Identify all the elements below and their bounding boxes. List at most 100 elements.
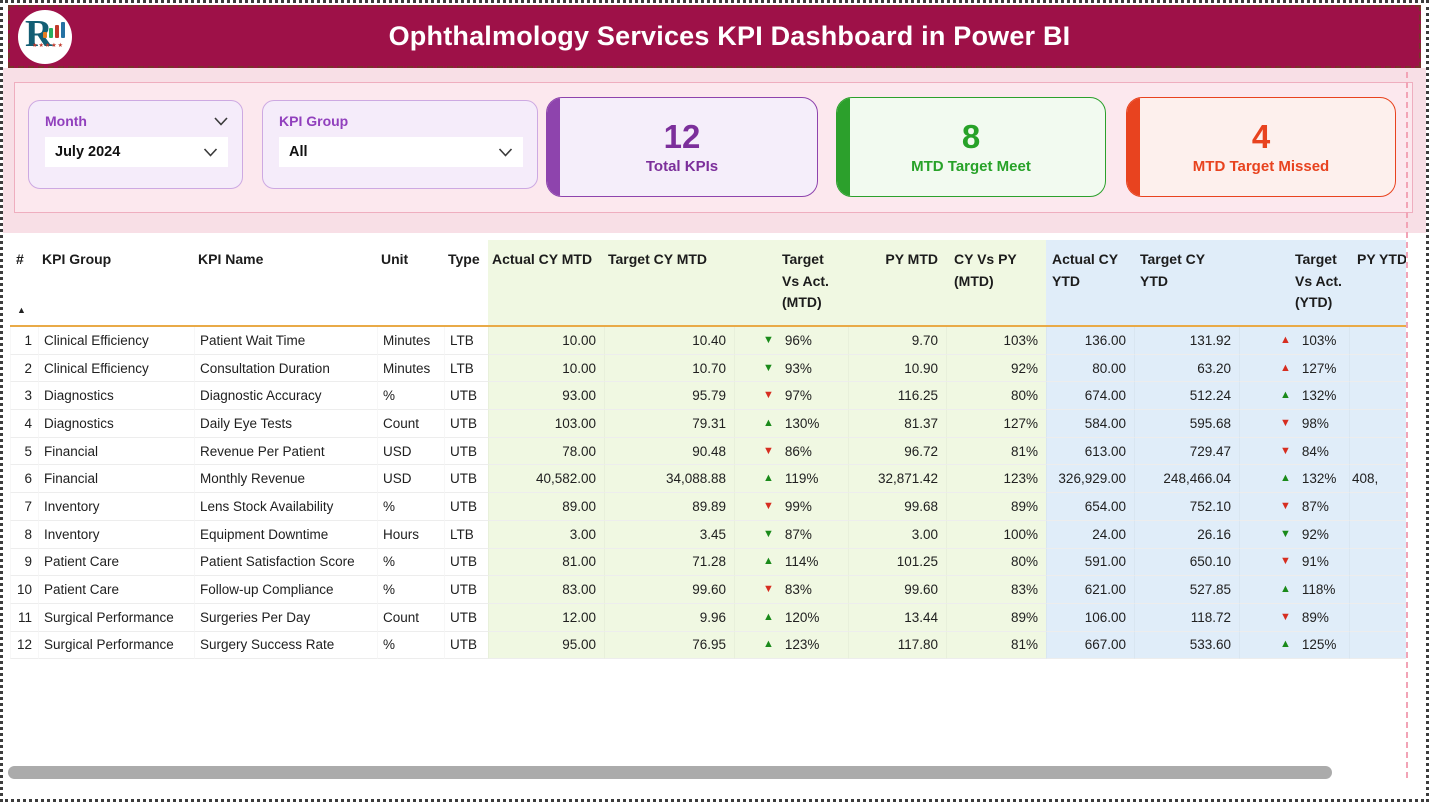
trend-arrow-icon: ▼ (763, 583, 774, 596)
bar-chart-icon (43, 21, 65, 38)
column-header-target-vs-act-ytd[interactable]: Target Vs Act. (YTD) (1239, 240, 1349, 327)
cell-target-vs-act-mtd: ▼ 83% (734, 576, 848, 604)
table-row[interactable]: 1 Clinical Efficiency Patient Wait Time … (10, 327, 1406, 355)
column-header-actual-cy-ytd[interactable]: Actual CY YTD (1046, 240, 1134, 327)
table-row[interactable]: 12 Surgical Performance Surgery Success … (10, 631, 1406, 660)
kpi-table-body: 1 Clinical Efficiency Patient Wait Time … (10, 327, 1406, 660)
card-accent-bar (1127, 98, 1140, 196)
cell-target-cy-mtd: 90.48 (604, 437, 734, 466)
cell-kpi-name: Consultation Duration (194, 354, 377, 383)
column-header-kpi-name[interactable]: KPI Name (194, 240, 377, 327)
cell-kpi-group: Clinical Efficiency (38, 327, 194, 355)
app-header: R ★★★★★ Ophthalmology Services KPI Dashb… (8, 5, 1421, 68)
cell-row-number: 5 (10, 437, 38, 466)
cell-target-vs-act-ytd-value: 118% (1301, 582, 1336, 598)
cell-target-cy-ytd: 248,466.04 (1134, 465, 1239, 494)
column-header-unit[interactable]: Unit (377, 240, 444, 327)
cell-type: LTB (444, 354, 488, 383)
table-row[interactable]: 6 Financial Monthly Revenue USD UTB 40,5… (10, 465, 1406, 494)
cell-actual-cy-ytd: 654.00 (1046, 493, 1134, 521)
trend-arrow-icon: ▲ (763, 638, 774, 651)
table-row[interactable]: 7 Inventory Lens Stock Availability % UT… (10, 493, 1406, 521)
cell-target-cy-mtd: 89.89 (604, 493, 734, 521)
table-row[interactable]: 10 Patient Care Follow-up Compliance % U… (10, 576, 1406, 604)
column-header-target-cy-mtd[interactable]: Target CY MTD (604, 240, 734, 327)
trend-arrow-icon: ▲ (1280, 638, 1291, 651)
table-row[interactable]: 2 Clinical Efficiency Consultation Durat… (10, 354, 1406, 383)
cell-type: UTB (444, 603, 488, 632)
trend-arrow-icon: ▲ (763, 416, 774, 429)
cell-target-vs-act-mtd-value: 96% (784, 332, 812, 348)
cell-target-cy-mtd: 76.95 (604, 631, 734, 660)
cell-row-number: 7 (10, 493, 38, 521)
column-header-py-ytd[interactable]: PY YTD (1349, 240, 1406, 327)
cell-kpi-group: Inventory (38, 520, 194, 549)
column-header-target-cy-ytd[interactable]: Target CY YTD (1134, 240, 1239, 327)
cell-unit: USD (377, 437, 444, 466)
cell-target-vs-act-ytd: ▼ 91% (1239, 548, 1349, 577)
chevron-down-icon[interactable] (214, 116, 228, 126)
cell-actual-cy-mtd: 83.00 (488, 576, 604, 604)
cell-cy-vs-py-mtd: 83% (946, 576, 1046, 604)
cell-target-vs-act-ytd: ▼ 89% (1239, 603, 1349, 632)
table-row[interactable]: 8 Inventory Equipment Downtime Hours LTB… (10, 520, 1406, 549)
cell-target-vs-act-ytd-value: 92% (1301, 526, 1329, 542)
cell-target-vs-act-ytd-value: 91% (1301, 554, 1329, 570)
cell-type: UTB (444, 465, 488, 494)
cell-actual-cy-ytd: 613.00 (1046, 437, 1134, 466)
sort-ascending-icon[interactable]: ▲ (17, 305, 26, 316)
column-header-py-mtd[interactable]: PY MTD (848, 240, 946, 327)
cell-cy-vs-py-mtd: 92% (946, 354, 1046, 383)
month-dropdown[interactable]: July 2024 (45, 137, 228, 167)
cell-row-number: 9 (10, 548, 38, 577)
cell-target-vs-act-mtd-value: 99% (784, 498, 812, 514)
cell-target-cy-mtd: 71.28 (604, 548, 734, 577)
cell-kpi-name: Surgeries Per Day (194, 603, 377, 632)
cell-actual-cy-ytd: 80.00 (1046, 354, 1134, 383)
cell-target-vs-act-ytd-value: 132% (1301, 471, 1337, 487)
cell-actual-cy-ytd: 667.00 (1046, 631, 1134, 660)
cell-py-ytd (1349, 354, 1406, 383)
card-accent-bar (837, 98, 850, 196)
cell-kpi-group: Surgical Performance (38, 603, 194, 632)
table-row[interactable]: 9 Patient Care Patient Satisfaction Scor… (10, 548, 1406, 577)
kpi-group-dropdown[interactable]: All (279, 137, 523, 167)
card-accent-bar (547, 98, 560, 196)
cell-target-cy-mtd: 99.60 (604, 576, 734, 604)
table-row[interactable]: 3 Diagnostics Diagnostic Accuracy % UTB … (10, 382, 1406, 411)
table-row[interactable]: 5 Financial Revenue Per Patient USD UTB … (10, 437, 1406, 466)
cell-type: UTB (444, 576, 488, 604)
column-header-index[interactable]: # ▲ (10, 240, 38, 327)
cell-target-vs-act-ytd: ▼ 92% (1239, 520, 1349, 549)
cell-kpi-name: Equipment Downtime (194, 520, 377, 549)
table-header-row: # ▲ KPI Group KPI Name Unit Type Actual C… (10, 240, 1406, 327)
column-header-actual-cy-mtd[interactable]: Actual CY MTD (488, 240, 604, 327)
cell-py-mtd: 117.80 (848, 631, 946, 660)
cell-actual-cy-mtd: 3.00 (488, 520, 604, 549)
cell-target-cy-mtd: 10.70 (604, 354, 734, 383)
horizontal-scrollbar[interactable] (8, 766, 1332, 779)
cell-target-vs-act-ytd-value: 98% (1301, 415, 1329, 431)
cell-target-cy-ytd: 26.16 (1134, 520, 1239, 549)
cell-target-cy-mtd: 79.31 (604, 410, 734, 438)
cell-type: UTB (444, 548, 488, 577)
cell-kpi-group: Financial (38, 465, 194, 494)
table-row[interactable]: 4 Diagnostics Daily Eye Tests Count UTB … (10, 410, 1406, 438)
table-row[interactable]: 11 Surgical Performance Surgeries Per Da… (10, 603, 1406, 632)
column-header-kpi-group[interactable]: KPI Group (38, 240, 194, 327)
chevron-down-icon[interactable] (203, 147, 218, 157)
cell-target-vs-act-mtd-value: 114% (784, 554, 819, 570)
cell-target-vs-act-ytd: ▲ 103% (1239, 327, 1349, 355)
trend-arrow-icon: ▲ (1280, 389, 1291, 402)
cell-actual-cy-ytd: 136.00 (1046, 327, 1134, 355)
trend-arrow-icon: ▲ (763, 610, 774, 623)
cell-py-ytd (1349, 410, 1406, 438)
cell-target-vs-act-mtd-value: 119% (784, 471, 819, 487)
cell-target-cy-ytd: 650.10 (1134, 548, 1239, 577)
total-kpis-label: Total KPIs (645, 157, 719, 175)
cell-py-ytd (1349, 603, 1406, 632)
column-header-target-vs-act-mtd[interactable]: Target Vs Act. (MTD) (734, 240, 848, 327)
chevron-down-icon[interactable] (498, 147, 513, 157)
column-header-cy-vs-py-mtd[interactable]: CY Vs PY (MTD) (946, 240, 1046, 327)
column-header-type[interactable]: Type (444, 240, 488, 327)
